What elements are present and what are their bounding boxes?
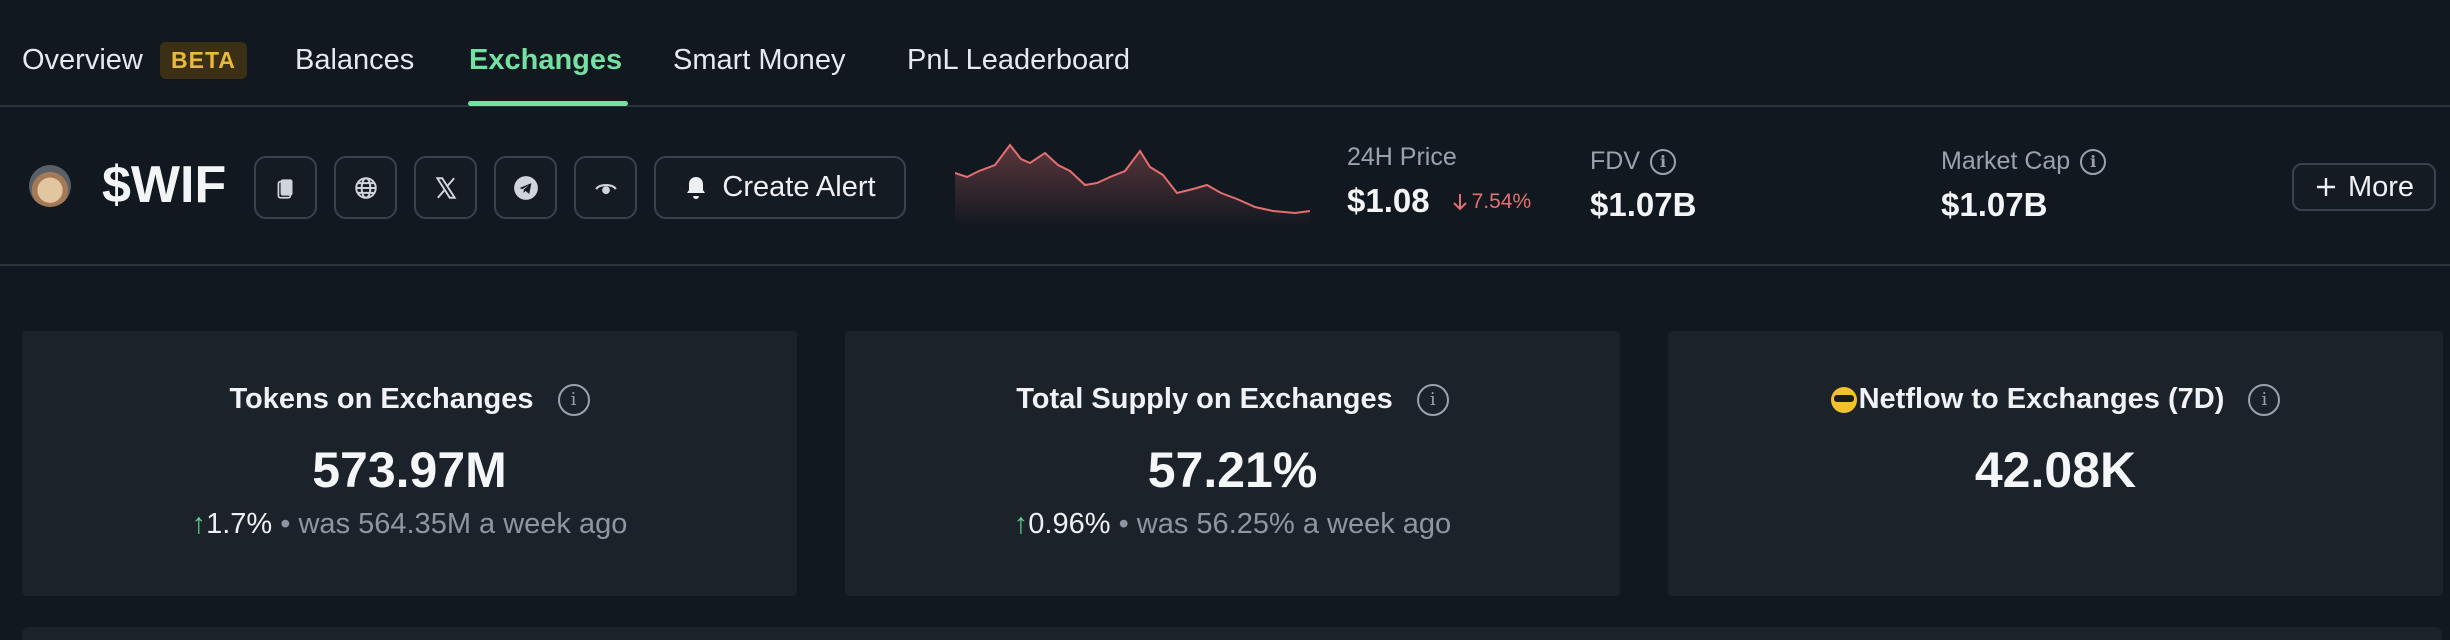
tokens-on-exchanges-card: Tokens on Exchanges i 573.97M ↑1.7% • wa… xyxy=(22,331,797,596)
plus-icon xyxy=(2316,178,2335,196)
tab-smart-money[interactable]: Smart Money xyxy=(673,44,846,76)
arrow-up-icon: ↑ xyxy=(1013,508,1029,540)
info-icon[interactable]: i xyxy=(557,383,590,416)
fdv-label: FDV xyxy=(1590,147,1640,175)
active-tab-indicator xyxy=(468,101,628,106)
beta-badge: BETA xyxy=(160,42,247,79)
price-label: 24H Price xyxy=(1347,143,1457,171)
change-percent: 1.7% xyxy=(206,508,273,540)
previous-value-text: • was 564.35M a week ago xyxy=(280,508,628,540)
watchlist-button[interactable] xyxy=(574,156,637,219)
sunglasses-emoji-icon xyxy=(1830,386,1857,413)
previous-value-text: • was 56.25% a week ago xyxy=(1118,508,1452,540)
price-sparkline xyxy=(955,143,1310,227)
tab-exchanges[interactable]: Exchanges xyxy=(469,44,623,76)
token-avatar xyxy=(29,165,71,207)
info-icon[interactable]: i xyxy=(2248,383,2281,416)
info-icon[interactable]: i xyxy=(1416,383,1449,416)
card-value: 42.08K xyxy=(1974,442,2137,498)
token-header: $WIF Create Alert 24H Price $1.08 xyxy=(0,109,2450,266)
arrow-down-icon xyxy=(1452,194,1467,211)
market-cap-label: Market Cap xyxy=(1941,147,2071,175)
card-title: Total Supply on Exchanges xyxy=(1016,383,1393,415)
market-cap-stat: Market Cap i $1.07B xyxy=(1941,147,2107,224)
x-icon xyxy=(435,176,456,199)
card-value: 57.21% xyxy=(1147,442,1318,498)
next-section-panel xyxy=(22,627,2442,640)
telegram-button[interactable] xyxy=(494,156,557,219)
token-symbol: $WIF xyxy=(102,156,227,214)
card-title: Netflow to Exchanges (7D) xyxy=(1858,383,2225,415)
card-change: ↑0.96% • was 56.25% a week ago xyxy=(845,508,1620,541)
tab-overview[interactable]: Overview xyxy=(22,44,143,76)
info-icon[interactable]: i xyxy=(2080,148,2107,175)
total-supply-on-exchanges-card: Total Supply on Exchanges i 57.21% ↑0.96… xyxy=(845,331,1620,596)
fdv-stat: FDV i $1.07B xyxy=(1590,147,1696,224)
price-change-value: 7.54% xyxy=(1471,190,1532,213)
more-button[interactable]: More xyxy=(2292,163,2436,211)
copy-address-button[interactable] xyxy=(254,156,317,219)
info-icon[interactable]: i xyxy=(1650,148,1676,175)
bell-icon xyxy=(687,176,706,199)
top-nav: Overview BETA Balances Exchanges Smart M… xyxy=(0,0,2450,107)
fdv-value: $1.07B xyxy=(1590,186,1697,223)
price-stat: 24H Price $1.08 7.54% xyxy=(1347,143,1531,220)
tab-pnl-leaderboard[interactable]: PnL Leaderboard xyxy=(907,44,1131,76)
copy-icon xyxy=(277,178,292,199)
price-change: 7.54% xyxy=(1452,190,1532,214)
create-alert-button[interactable]: Create Alert xyxy=(654,156,906,219)
tab-balances[interactable]: Balances xyxy=(295,44,415,76)
change-percent: 0.96% xyxy=(1028,508,1111,540)
arrow-up-icon: ↑ xyxy=(191,508,207,540)
create-alert-label: Create Alert xyxy=(722,171,876,203)
telegram-icon xyxy=(513,175,538,200)
x-twitter-button[interactable] xyxy=(414,156,477,219)
market-cap-value: $1.07B xyxy=(1941,186,2048,223)
card-change: ↑1.7% • was 564.35M a week ago xyxy=(22,508,797,541)
card-title: Tokens on Exchanges xyxy=(229,383,534,415)
card-value: 573.97M xyxy=(312,442,507,498)
watch-icon xyxy=(594,183,617,194)
website-button[interactable] xyxy=(334,156,397,219)
more-label: More xyxy=(2347,170,2415,203)
netflow-to-exchanges-card: Netflow to Exchanges (7D) i 42.08K xyxy=(1668,331,2443,596)
globe-icon xyxy=(354,176,377,199)
price-value: $1.08 xyxy=(1347,182,1430,219)
